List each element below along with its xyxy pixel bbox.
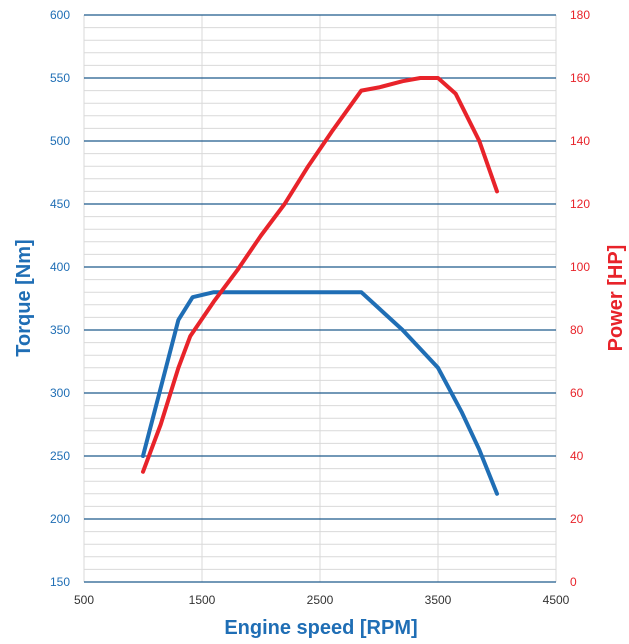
x-tick-label: 3500 [425, 593, 452, 607]
y-right-tick-label: 180 [570, 8, 590, 22]
power-series-line [141, 76, 499, 474]
y-left-tick-label: 200 [50, 512, 70, 526]
y-axis-left-title: Torque [Nm] [13, 239, 35, 356]
y-axis-right-title: Power [HP] [605, 245, 627, 352]
y-right-tick-label: 80 [570, 323, 584, 337]
y-right-tick-label: 160 [570, 71, 590, 85]
y-right-tick-label: 140 [570, 134, 590, 148]
x-axis-title: Engine speed [RPM] [224, 617, 417, 639]
tick-labels: 150 200 250 300 350 400 450 500 550 600 0 20 40 60 80 1… [50, 8, 590, 607]
grid [83, 14, 557, 583]
x-tick-label: 2500 [307, 593, 334, 607]
y-left-tick-label: 350 [50, 323, 70, 337]
y-right-tick-label: 120 [570, 197, 590, 211]
y-left-tick-label: 300 [50, 386, 70, 400]
y-left-tick-label: 250 [50, 449, 70, 463]
torque-series-line [141, 290, 499, 496]
x-tick-label: 4500 [543, 593, 570, 607]
x-tick-label: 1500 [189, 593, 216, 607]
y-right-tick-label: 20 [570, 512, 584, 526]
y-right-tick-label: 40 [570, 449, 584, 463]
y-right-tick-label: 0 [570, 575, 577, 589]
y-left-tick-label: 450 [50, 197, 70, 211]
y-left-tick-label: 600 [50, 8, 70, 22]
x-tick-label: 500 [74, 593, 94, 607]
y-left-tick-label: 150 [50, 575, 70, 589]
series-lines [141, 76, 499, 496]
y-left-tick-label: 550 [50, 71, 70, 85]
y-left-tick-label: 500 [50, 134, 70, 148]
y-right-tick-label: 100 [570, 260, 590, 274]
y-right-tick-label: 60 [570, 386, 584, 400]
y-left-tick-label: 400 [50, 260, 70, 274]
